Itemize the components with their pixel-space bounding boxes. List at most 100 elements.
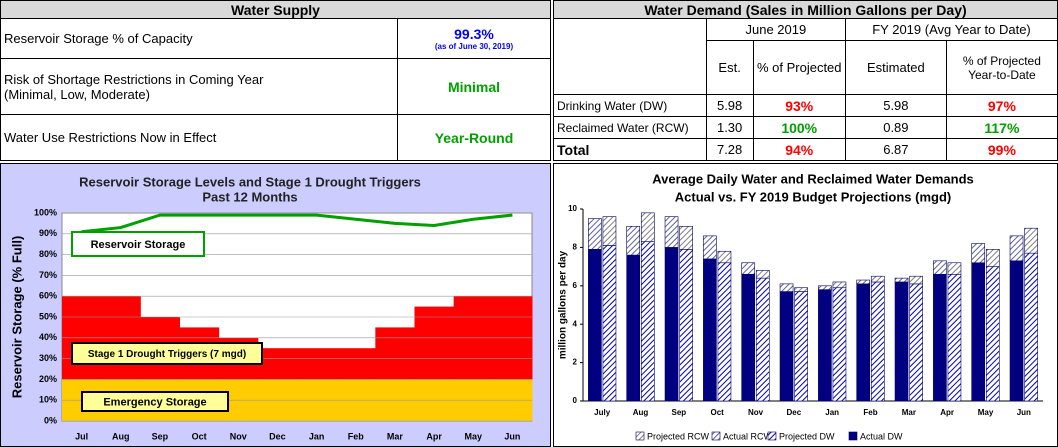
group-header: FY 2019 (Avg Year to Date): [844, 18, 1058, 41]
bar-segment: [1024, 227, 1038, 254]
x-tick-label: July: [594, 408, 611, 417]
x-tick-label: Jun: [504, 431, 520, 441]
annotation: Emergency Storage: [103, 396, 206, 408]
y-tick-label: 8: [573, 243, 578, 252]
bar-segment: [870, 275, 885, 283]
demand-table: Water Demand (Sales in Million Gallons p…: [553, 0, 1058, 161]
y-axis-label: million gallons per day: [558, 250, 569, 359]
bar-segment: [755, 270, 770, 279]
bar-segment: [588, 218, 602, 250]
label-line: Risk of Shortage Restrictions in Coming …: [4, 71, 264, 87]
y-tick-label: 50%: [39, 311, 57, 321]
pct-cell: 97%: [945, 94, 1058, 117]
x-tick-label: Mar: [902, 408, 916, 417]
y-tick-label: 2: [573, 358, 578, 367]
x-tick-label: Aug: [633, 408, 649, 417]
bar-segment: [755, 277, 770, 402]
legend-swatch: [767, 431, 777, 441]
bar-segment: [626, 225, 641, 256]
annotation: Reservoir Storage: [91, 239, 186, 251]
bar-segment: [741, 273, 756, 402]
y-tick-label: 60%: [39, 291, 57, 301]
table-title: Water Supply: [0, 0, 551, 19]
value-cell: 99.3% (as of June 30, 2019): [397, 18, 551, 59]
y-tick-label: 4: [573, 319, 578, 328]
row-label: Drinking Water (DW): [553, 94, 707, 117]
table-row: Reclaimed Water (RCW) 1.30 100% 0.89 117%: [553, 116, 1058, 139]
bar-segment: [909, 275, 923, 285]
bar-segment: [947, 262, 962, 275]
pct-cell: 100%: [752, 116, 846, 139]
y-tick-label: 10: [568, 204, 577, 213]
bar-segment: [818, 285, 832, 290]
bar-segment: [679, 249, 693, 402]
bar-segment: [971, 243, 986, 264]
legend-swatch: [635, 431, 645, 441]
row-label: Total: [553, 138, 707, 161]
bar-segment: [985, 249, 1000, 267]
y-tick-label: 40%: [39, 332, 57, 342]
cell: 5.98: [705, 94, 754, 117]
annotation-box: [71, 342, 263, 365]
chart-title: Past 12 Months: [202, 189, 297, 204]
y-tick-label: 90%: [39, 228, 57, 238]
label-line: Reservoir Storage % of Capacity: [4, 31, 193, 46]
bar-segment: [640, 212, 655, 242]
x-tick-label: Nov: [748, 408, 764, 417]
bar-segment: [1024, 252, 1038, 402]
bar-segment: [588, 249, 602, 402]
y-tick-label: 30%: [39, 353, 57, 363]
storage-line: [81, 213, 513, 234]
bar-segment: [856, 283, 871, 402]
y-tick-label: 80%: [39, 249, 57, 259]
table-row: Total 7.28 94% 6.87 99%: [553, 138, 1058, 161]
y-tick-label: 0%: [44, 415, 57, 425]
value: Minimal: [447, 78, 501, 95]
note: (as of June 30, 2019): [434, 42, 514, 51]
cell: 0.89: [844, 116, 947, 139]
blank-cell: [553, 18, 707, 95]
bar-segment: [664, 216, 679, 248]
bar-segment: [717, 262, 732, 402]
x-tick-label: Sep: [152, 431, 169, 441]
bar-segment: [985, 266, 1000, 402]
legend-label: Projected DW: [779, 431, 835, 441]
legend-label: Actual DW: [860, 431, 903, 441]
bar-segment: [679, 225, 693, 250]
y-tick-label: 100%: [34, 207, 57, 217]
x-tick-label: Oct: [710, 408, 724, 417]
bar-segment: [626, 254, 641, 402]
column-header: Est.: [705, 40, 754, 95]
bar-segment: [832, 281, 847, 289]
table-title: Water Demand (Sales in Million Gallons p…: [553, 0, 1058, 19]
bar-segment: [894, 277, 909, 283]
annotation: Stage 1 Drought Triggers (7 mgd): [88, 349, 246, 360]
column-header: % of Projected Year-to-Date: [945, 40, 1058, 95]
bar-segment: [832, 287, 847, 402]
row-label: Risk of Shortage Restrictions in Coming …: [0, 58, 398, 115]
bar-segment: [933, 260, 947, 275]
bar-segment: [640, 241, 655, 402]
bar-segment: [703, 258, 717, 402]
storage-chart: Reservoir Storage Levels and Stage 1 Dro…: [0, 163, 551, 447]
x-tick-label: Apr: [940, 408, 954, 417]
group-header: June 2019: [705, 18, 846, 41]
x-tick-label: Aug: [112, 431, 130, 441]
bar-segment: [856, 279, 871, 285]
chart-title: Average Daily Water and Reclaimed Water …: [652, 171, 974, 186]
demand-chart: Average Daily Water and Reclaimed Water …: [553, 163, 1058, 447]
x-tick-label: Feb: [863, 408, 877, 417]
bar-segment: [703, 235, 717, 260]
x-tick-label: Dec: [786, 408, 801, 417]
value-cell: Year-Round: [397, 114, 551, 161]
x-tick-label: Feb: [348, 431, 365, 441]
x-tick-label: Jun: [1017, 408, 1031, 417]
column-header: Estimated: [844, 40, 947, 95]
y-tick-label: 0: [573, 396, 578, 405]
x-tick-label: Jan: [825, 408, 839, 417]
cell: 1.30: [705, 116, 754, 139]
row-label: Reservoir Storage % of Capacity: [0, 18, 398, 59]
bar-segment: [717, 250, 732, 264]
bar-segment: [664, 247, 679, 402]
pct-cell: 94%: [752, 138, 846, 161]
